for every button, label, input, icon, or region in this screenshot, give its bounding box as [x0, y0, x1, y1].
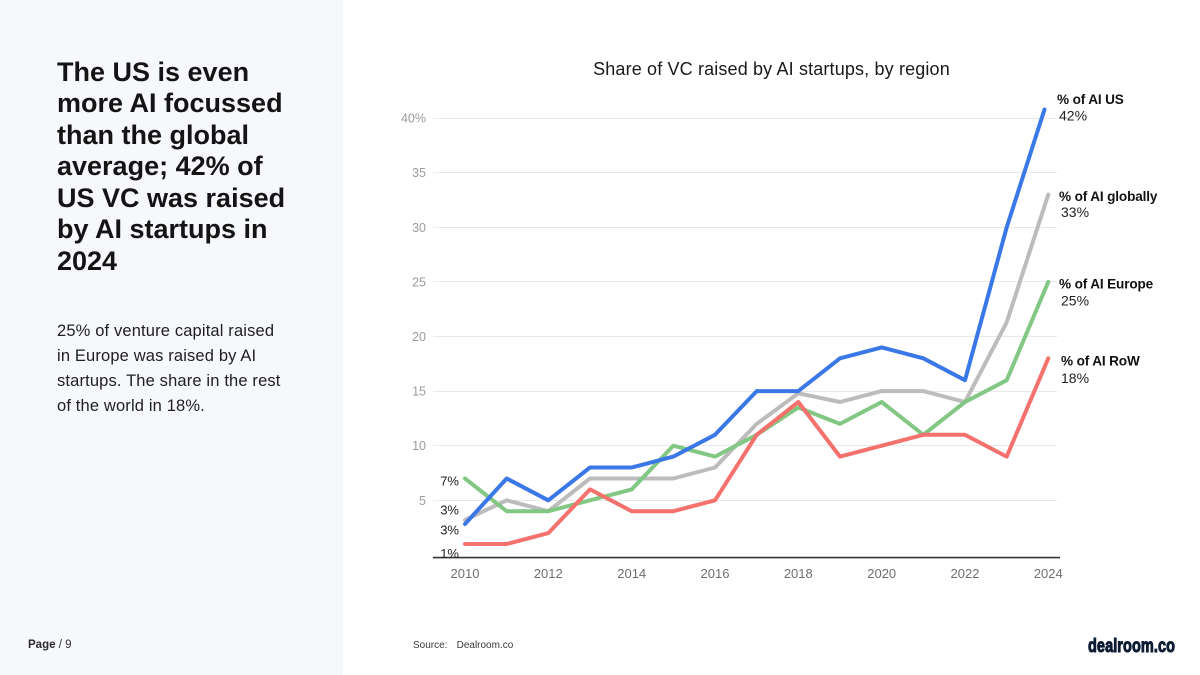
svg-text:% of AI Europe: % of AI Europe	[1059, 276, 1154, 291]
svg-text:15: 15	[412, 385, 426, 399]
svg-text:2016: 2016	[701, 566, 730, 581]
svg-text:% of AI US: % of AI US	[1057, 92, 1124, 107]
svg-text:30: 30	[412, 221, 426, 235]
svg-text:5: 5	[419, 494, 426, 508]
svg-text:2024: 2024	[1034, 566, 1063, 581]
svg-text:2020: 2020	[867, 566, 896, 581]
svg-text:25: 25	[412, 275, 426, 289]
svg-text:10: 10	[412, 439, 426, 453]
svg-text:25%: 25%	[1061, 293, 1089, 309]
svg-text:2022: 2022	[951, 566, 980, 581]
svg-text:2012: 2012	[534, 566, 563, 581]
svg-text:3%: 3%	[440, 503, 459, 518]
svg-text:33%: 33%	[1061, 204, 1089, 220]
svg-text:% of AI RoW: % of AI RoW	[1061, 353, 1140, 368]
svg-text:2010: 2010	[451, 566, 480, 581]
svg-text:3%: 3%	[440, 523, 459, 538]
svg-text:7%: 7%	[440, 473, 459, 488]
svg-text:20: 20	[412, 330, 426, 344]
svg-text:1%: 1%	[440, 546, 459, 561]
svg-text:% of AI globally: % of AI globally	[1059, 189, 1158, 204]
svg-text:18%: 18%	[1061, 370, 1089, 386]
svg-text:2018: 2018	[784, 566, 813, 581]
svg-text:40%: 40%	[401, 112, 426, 126]
svg-text:42%: 42%	[1059, 107, 1087, 123]
svg-text:35: 35	[412, 166, 426, 180]
svg-text:2014: 2014	[617, 566, 646, 581]
